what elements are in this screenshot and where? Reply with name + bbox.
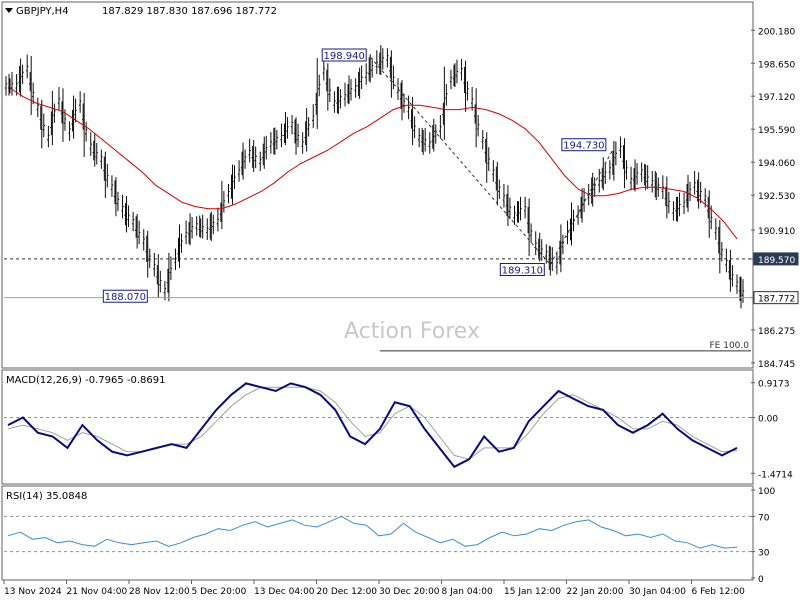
y-tick-label: 190.910	[758, 227, 795, 237]
price-plot	[4, 45, 745, 309]
price-panel[interactable]	[1, 1, 754, 369]
y-price-badge	[753, 291, 799, 305]
x-tick-label: 6 Feb 12:00	[692, 587, 746, 597]
x-tick-label: 13 Dec 04:00	[254, 587, 315, 597]
x-tick-label: 22 Jan 20:00	[567, 587, 624, 597]
swing-label: 189.310	[502, 266, 543, 277]
y-tick-label: 186.275	[758, 327, 795, 337]
x-tick-label: 5 Dec 20:00	[192, 587, 247, 597]
time-x-axis: 13 Nov 2024 21 Nov 04:00 28 Nov 12:00 5 Dec…	[3, 580, 746, 597]
x-tick-label: 8 Jan 04:00	[442, 587, 494, 597]
y-tick-label: 189.570	[758, 256, 795, 266]
macd-y-tick-label: 0.9173	[758, 380, 790, 390]
swing-label-box	[561, 138, 607, 152]
y-tick-label: 195.590	[758, 126, 795, 136]
symbol-label: GBPJPY,H4	[16, 6, 69, 17]
macd-plot: 0.9173 0.00 -1.4714	[4, 380, 793, 480]
x-tick-label: 15 Jan 12:00	[504, 587, 561, 597]
ohlc-readout: 187.829 187.830 187.696 187.772	[102, 6, 277, 17]
y-tick-label: 187.772	[758, 295, 795, 305]
fib-guide-line	[549, 147, 615, 265]
macd-signal-line	[7, 386, 738, 460]
moving-average	[9, 87, 738, 240]
swing-label: 198.940	[324, 51, 365, 62]
rsi-line	[7, 515, 738, 549]
x-tick-label: 13 Nov 2024	[4, 587, 62, 597]
swing-label-box	[321, 48, 367, 62]
swing-label: 194.730	[563, 141, 604, 152]
x-tick-label: 20 Dec 12:00	[317, 587, 378, 597]
y-tick-label: 197.120	[758, 93, 795, 103]
rsi-panel[interactable]	[1, 485, 754, 581]
macd-y-tick-label: -1.4714	[758, 470, 793, 480]
macd-title: MACD(12,26,9) -0.7965 -0.8691	[6, 375, 166, 386]
x-tick-label: 30 Dec 20:00	[379, 587, 440, 597]
y-tick-label: 184.745	[758, 360, 795, 370]
rsi-y-tick-label: 70	[758, 513, 770, 523]
rsi-title: RSI(14) 35.0848	[6, 491, 87, 502]
x-tick-label: 30 Jan 04:00	[629, 587, 686, 597]
price-annotations: FE 100.0 198.940 188.070 189.310 194.730	[4, 48, 751, 352]
y-tick-label: 200.180	[758, 27, 795, 37]
y-tick-label: 192.530	[758, 192, 795, 202]
moving-average-line	[9, 87, 738, 240]
rsi-plot: 100 70 30 0	[4, 487, 775, 585]
x-tick-label: 28 Nov 12:00	[129, 587, 190, 597]
watermark: Action Forex	[344, 319, 480, 344]
price-y-axis: 200.180 198.650 197.120 195.590 194.060 192.5…	[751, 27, 799, 370]
y-tick-label: 194.060	[758, 159, 795, 169]
macd-panel[interactable]	[1, 369, 754, 485]
fe-100-label: FE 100.0	[710, 341, 750, 351]
symbol-dropdown-icon[interactable]	[5, 8, 13, 13]
rsi-y-tick-label: 0	[758, 575, 764, 585]
x-tick-label: 21 Nov 04:00	[67, 587, 128, 597]
rsi-y-tick-label: 30	[758, 549, 770, 559]
macd-y-tick-label: 0.00	[758, 415, 778, 425]
swing-label-box	[499, 263, 545, 277]
y-tick-label: 198.650	[758, 60, 795, 70]
rsi-y-tick-label: 100	[758, 487, 775, 497]
macd-line	[7, 382, 738, 469]
y-price-badge	[753, 252, 799, 266]
swing-label: 188.070	[105, 292, 146, 303]
fib-guide-line	[369, 56, 551, 265]
swing-label-box	[102, 289, 148, 303]
